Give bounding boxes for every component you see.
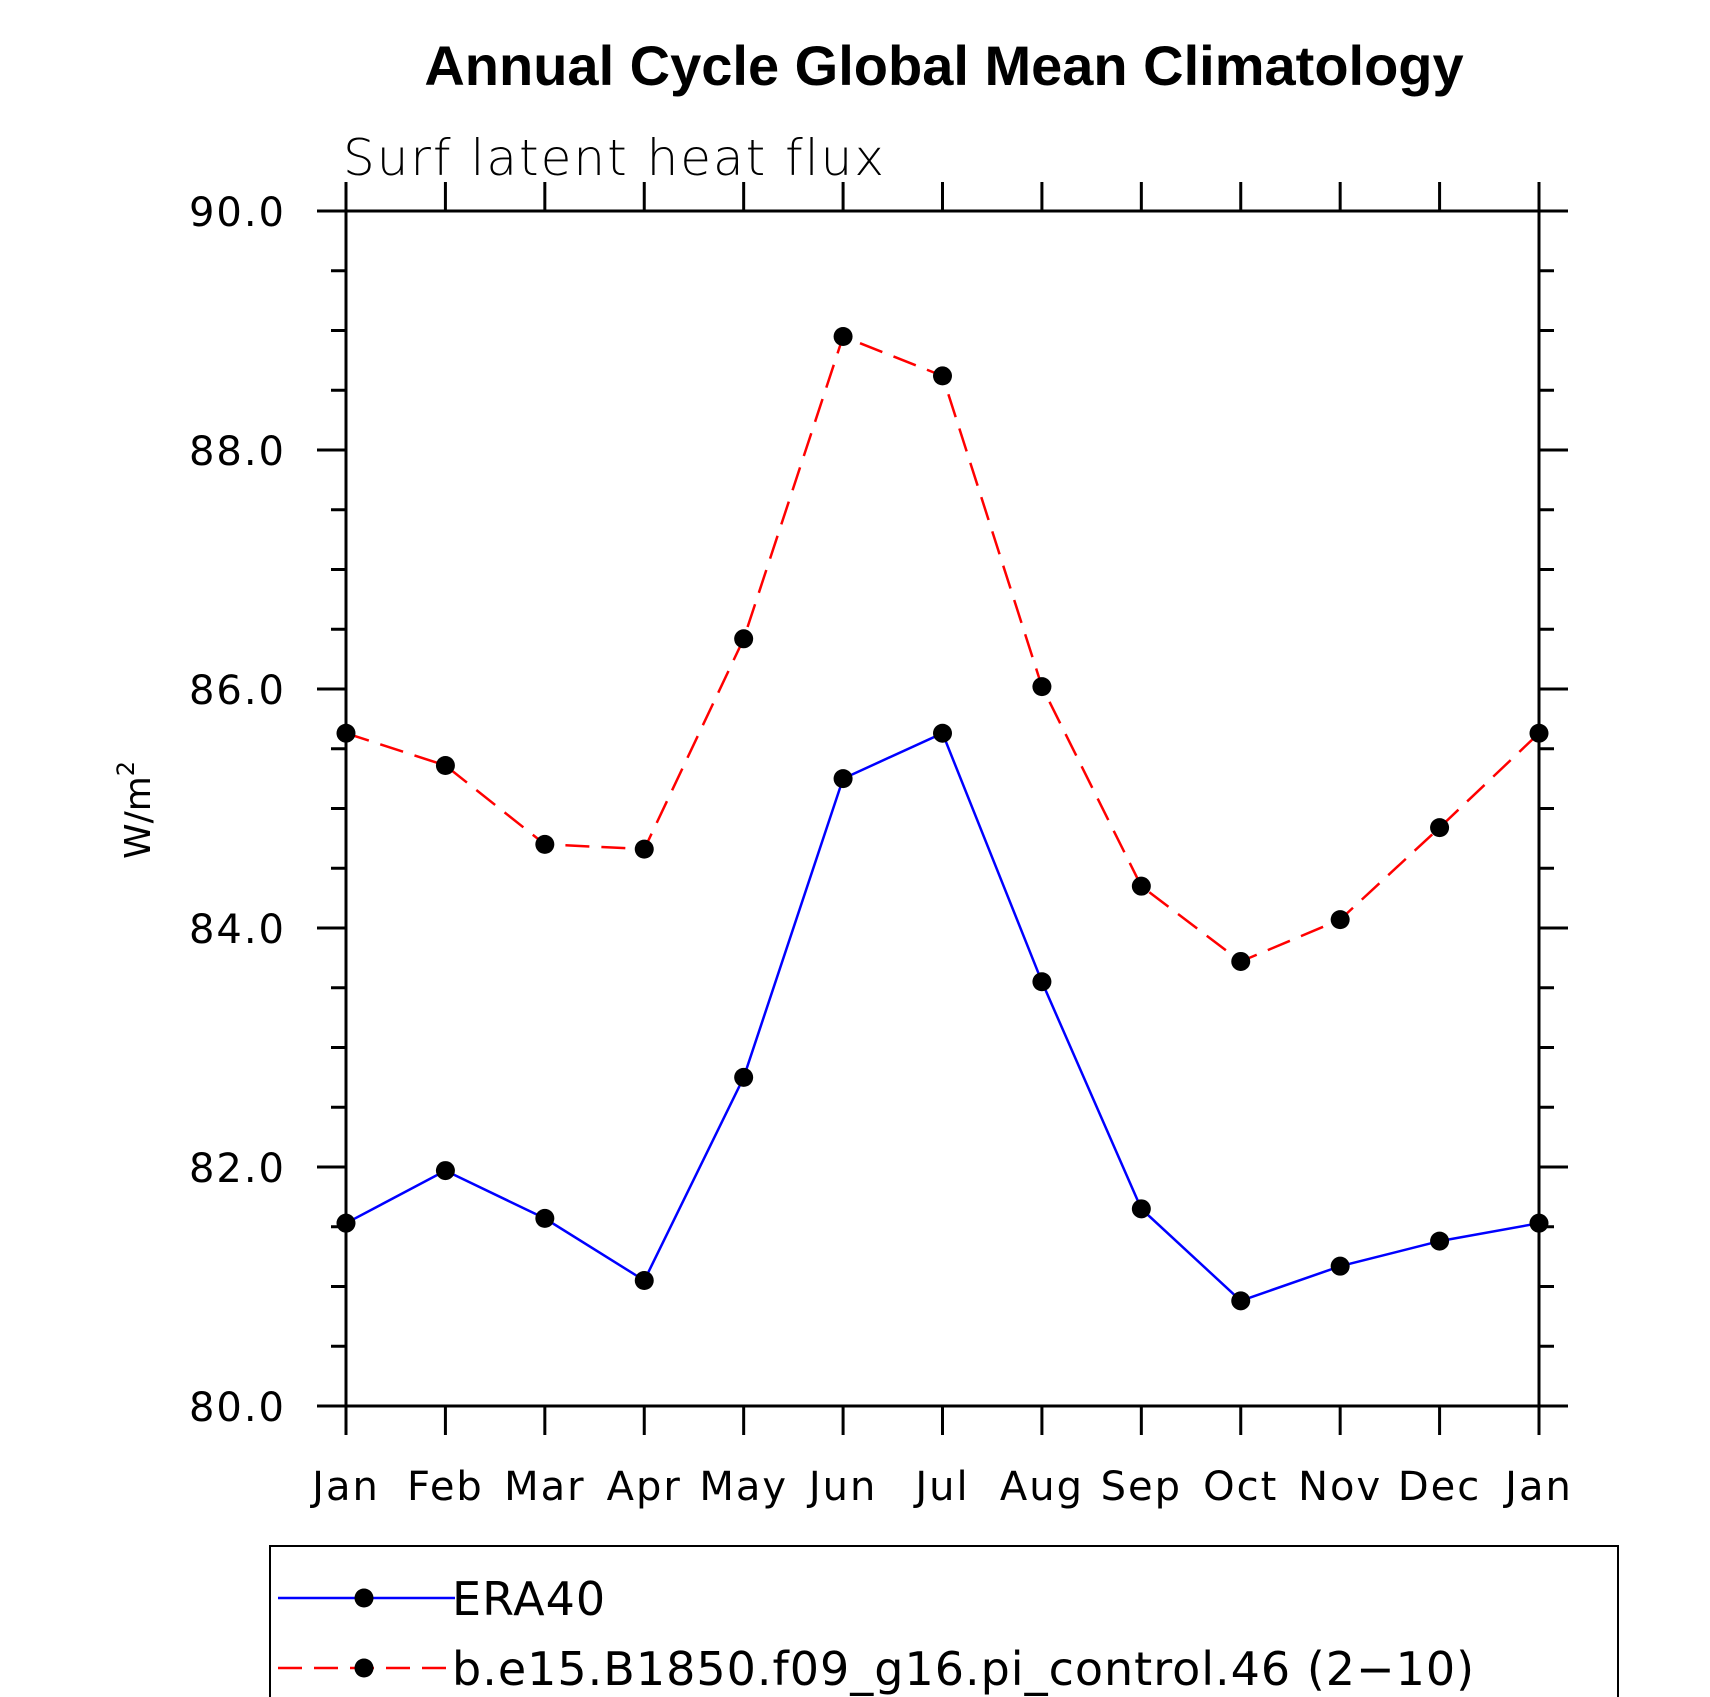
data-point bbox=[634, 1271, 654, 1291]
x-tick-label: Oct bbox=[1203, 1464, 1278, 1510]
y-axis-label: W/m2 bbox=[112, 761, 159, 859]
data-point bbox=[1032, 972, 1052, 992]
legend-box bbox=[269, 1545, 1619, 1697]
x-tick-label: Jul bbox=[912, 1464, 969, 1510]
data-series bbox=[336, 326, 1549, 1311]
data-point bbox=[535, 1208, 555, 1228]
data-point bbox=[1330, 1256, 1350, 1276]
x-tick-label: Nov bbox=[1298, 1464, 1382, 1510]
data-point bbox=[1430, 818, 1450, 838]
data-point bbox=[1529, 1213, 1549, 1233]
data-point bbox=[336, 1213, 356, 1233]
chart-title: Annual Cycle Global Mean Climatology bbox=[424, 34, 1463, 97]
svg-text:W/m2: W/m2 bbox=[112, 761, 159, 859]
legend: ERA40 b.e15.B1850.f09_g16.pi_control.46 (… bbox=[278, 1572, 1475, 1696]
axis-ticks: 80.0 82.0 84.0 86.0 88.0 90.0 Jan Feb Mar Apr May J… bbox=[189, 182, 1573, 1510]
data-point bbox=[634, 839, 654, 859]
data-point bbox=[535, 834, 555, 854]
x-tick-label: Jan bbox=[309, 1464, 380, 1510]
x-tick-label: Jan bbox=[1502, 1464, 1573, 1510]
y-tick-label: 86.0 bbox=[189, 668, 286, 714]
plot-frame bbox=[344, 209, 1541, 1408]
y-axis-label-superscript: 2 bbox=[112, 761, 140, 776]
legend-marker-0 bbox=[354, 1588, 374, 1608]
data-point bbox=[833, 326, 853, 346]
series-line-1 bbox=[345, 334, 1540, 963]
y-tick-label: 82.0 bbox=[189, 1146, 286, 1192]
data-point bbox=[1529, 723, 1549, 743]
y-tick-label: 90.0 bbox=[189, 190, 286, 236]
y-axis-label-text: W/m bbox=[118, 776, 159, 859]
data-point bbox=[1231, 1291, 1251, 1311]
x-tick-label: May bbox=[699, 1464, 788, 1510]
y-tick-label: 88.0 bbox=[189, 429, 286, 475]
legend-label-0: ERA40 bbox=[452, 1572, 606, 1626]
data-point bbox=[1131, 876, 1151, 896]
y-tick-label: 80.0 bbox=[189, 1385, 286, 1431]
data-point bbox=[1032, 677, 1052, 697]
x-tick-label: Mar bbox=[504, 1464, 585, 1510]
data-point bbox=[734, 629, 754, 649]
legend-label-1: b.e15.B1850.f09_g16.pi_control.46 (2−10) bbox=[452, 1642, 1475, 1696]
data-point bbox=[734, 1067, 754, 1087]
x-tick-label: Sep bbox=[1101, 1464, 1182, 1510]
data-point bbox=[933, 366, 952, 386]
data-point bbox=[933, 723, 952, 743]
y-tick-label: 84.0 bbox=[189, 907, 286, 953]
data-point bbox=[336, 723, 356, 743]
data-point bbox=[435, 1161, 455, 1181]
series-line-0 bbox=[345, 731, 1540, 1303]
data-point bbox=[1330, 910, 1350, 930]
data-point bbox=[1231, 951, 1251, 971]
data-point bbox=[833, 769, 853, 789]
data-point bbox=[1430, 1231, 1450, 1251]
data-point bbox=[435, 755, 455, 775]
legend-marker-1 bbox=[354, 1658, 374, 1678]
chart-subtitle: Surf latent heat flux bbox=[343, 129, 886, 187]
x-tick-label: Jun bbox=[806, 1464, 878, 1510]
x-tick-label: Aug bbox=[1000, 1464, 1084, 1510]
x-tick-label: Dec bbox=[1398, 1464, 1481, 1510]
x-tick-label: Feb bbox=[407, 1464, 484, 1510]
x-tick-label: Apr bbox=[607, 1464, 682, 1510]
data-point bbox=[1131, 1199, 1151, 1219]
